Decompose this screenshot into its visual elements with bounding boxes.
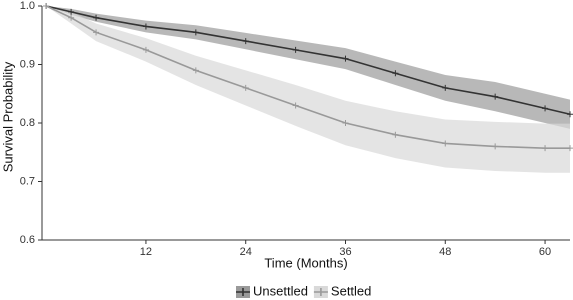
- confidence-band: [46, 6, 571, 129]
- legend-symbol: [313, 288, 328, 296]
- censor-mark: [292, 46, 299, 53]
- x-tick-label: 24: [240, 246, 252, 258]
- y-tick-label: 0.6: [20, 234, 35, 246]
- y-axis-title: Survival Probability: [0, 61, 15, 172]
- legend-label: Unsettled: [253, 283, 308, 298]
- censor-mark: [567, 111, 573, 118]
- censor-mark: [142, 46, 149, 53]
- censor-mark: [567, 145, 573, 152]
- censor-mark: [292, 102, 299, 109]
- x-tick-label: 48: [439, 246, 451, 258]
- censor-mark: [342, 120, 349, 126]
- x-tick-label: 12: [140, 246, 152, 258]
- censor-mark: [342, 55, 349, 62]
- censor-mark: [93, 29, 100, 36]
- censor-mark: [542, 145, 549, 152]
- censor-mark: [442, 140, 449, 147]
- censor-mark: [192, 67, 199, 74]
- censor-mark: [93, 14, 100, 21]
- x-axis-title: Time (Months): [264, 255, 347, 270]
- y-tick-label: 0.7: [20, 175, 35, 187]
- censor-mark: [68, 8, 75, 15]
- y-tick-label: 0.9: [20, 58, 35, 70]
- y-tick-label: 1.0: [20, 0, 35, 12]
- x-tick-label: 60: [539, 246, 551, 258]
- y-tick-label: 0.8: [20, 117, 35, 129]
- censor-mark: [442, 84, 449, 91]
- censor-mark: [142, 23, 149, 30]
- censor-mark: [392, 70, 399, 77]
- x-tick-label: 36: [339, 246, 351, 258]
- censor-mark: [542, 105, 549, 112]
- censor-mark: [392, 131, 399, 138]
- censor-mark: [492, 93, 499, 100]
- censor-mark: [43, 3, 50, 9]
- censor-mark: [192, 29, 199, 36]
- censor-mark: [492, 143, 499, 150]
- censor-mark: [242, 84, 249, 91]
- legend-label: Settled: [331, 283, 371, 298]
- censor-mark: [68, 14, 75, 21]
- censor-mark: [242, 38, 249, 45]
- confidence-band: [46, 6, 571, 173]
- legend-symbol: [236, 288, 250, 296]
